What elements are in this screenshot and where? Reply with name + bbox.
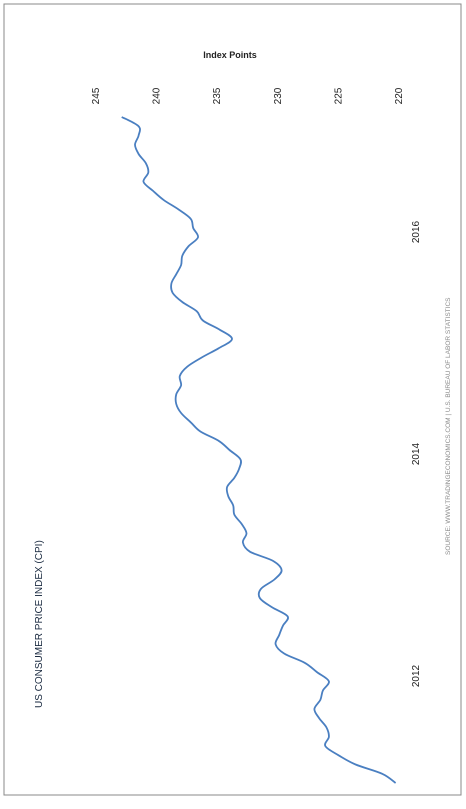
x-tick-label: 2014: [411, 442, 422, 465]
y-tick-label: 220: [394, 87, 405, 104]
plot-area: [121, 116, 397, 784]
source-note: SOURCE: WWW.TRADINGECONOMICS.COM | U.S. …: [445, 297, 452, 555]
y-axis-label: Index Points: [203, 50, 257, 60]
y-tick-label: 245: [91, 87, 102, 104]
x-tick-labels: 2012 2014 2016: [411, 220, 422, 687]
y-tick-labels: 220 225 230 235 240 245: [91, 87, 405, 104]
y-tick-label: 225: [333, 87, 344, 104]
y-tick-label: 235: [212, 87, 223, 104]
y-tick-label: 240: [152, 87, 163, 104]
x-tick-label: 2012: [411, 664, 422, 687]
y-tick-label: 230: [273, 87, 284, 104]
chart-border: [3, 3, 462, 796]
cpi-series-line: [121, 116, 397, 784]
x-tick-label: 2016: [411, 220, 422, 243]
chart-title: US CONSUMER PRICE INDEX (CPI): [34, 540, 45, 708]
